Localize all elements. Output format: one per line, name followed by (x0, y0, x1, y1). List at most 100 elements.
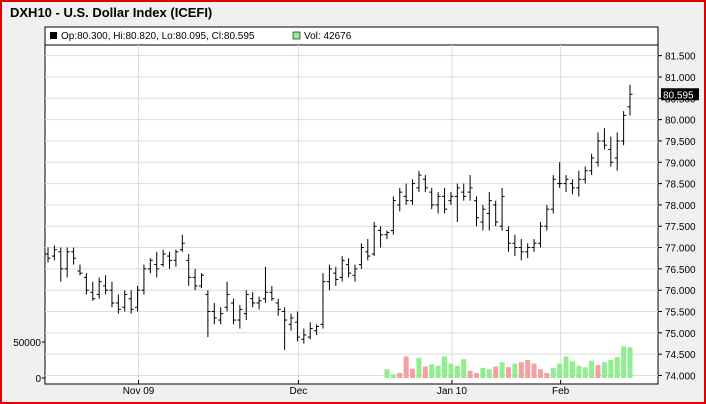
ohlc-bar (211, 302, 217, 325)
price-tick-label: 76.000 (665, 286, 696, 297)
volume-bar (429, 364, 435, 378)
ohlc-bar (147, 258, 153, 274)
price-tick-label: 77.500 (665, 222, 696, 233)
ohlc-bar (499, 187, 505, 231)
ohlc-bar (627, 84, 633, 116)
ohlc-bar (282, 307, 288, 350)
volume-bar (601, 362, 607, 378)
ohlc-bar (435, 192, 441, 214)
volume-legend-text: Vol: 42676 (304, 31, 352, 42)
volume-bar (531, 363, 537, 378)
ohlc-bar (115, 294, 121, 314)
ohlc-bar (576, 170, 582, 197)
ohlc-bar (275, 298, 281, 316)
volume-bar (576, 365, 582, 378)
ohlc-bar (71, 247, 77, 265)
ohlc-bar (621, 111, 627, 146)
ohlc-bar (160, 249, 166, 267)
ohlc-bar (294, 311, 300, 342)
ohlc-bar (90, 281, 96, 301)
volume-bar (537, 369, 543, 378)
ohlc-bar (262, 266, 268, 303)
price-tick-label: 79.500 (665, 137, 696, 148)
ohlc-bar (326, 264, 332, 291)
ohlc-bar (461, 183, 467, 201)
ohlc-bar (307, 322, 313, 340)
volume-bar (621, 346, 627, 378)
volume-bar (582, 367, 588, 378)
ohlc-bar (186, 253, 192, 286)
volume-bar (454, 365, 460, 378)
ohlc-bar (167, 251, 173, 269)
price-tick-label: 74.500 (665, 350, 696, 361)
ohlc-bar (224, 281, 230, 312)
volume-bar (493, 366, 499, 378)
volume-bar (557, 363, 563, 378)
volume-bar (480, 367, 486, 378)
ohlc-bar (103, 275, 109, 295)
ohlc-bar (288, 313, 294, 331)
ohlc-bar (505, 226, 511, 252)
ohlc-bar (346, 258, 352, 278)
price-tick-label: 80.000 (665, 116, 696, 127)
ohlc-bar (205, 290, 211, 338)
ohlc-bar (442, 187, 448, 214)
current-price-tag: 80.595 (661, 88, 699, 101)
volume-bar (614, 357, 620, 378)
ohlc-bar (154, 251, 160, 278)
current-price-label: 80.595 (663, 90, 694, 101)
volume-bar (397, 372, 403, 378)
volume-bar (442, 356, 448, 378)
volume-bar (518, 362, 524, 378)
ohlc-bar (518, 239, 524, 261)
ohlc-bar (480, 204, 486, 231)
chart-title: DXH10 - U.S. Dollar Index (ICEFI) (10, 5, 213, 20)
volume-bar (416, 357, 422, 378)
volume-bar (589, 360, 595, 378)
ohlc-bar (230, 298, 236, 325)
ohlc-bar (397, 187, 403, 212)
ohlc-bar (390, 196, 396, 235)
ohlc-bar (403, 183, 409, 205)
ohlc-bar (333, 266, 339, 286)
ohlc-bar (237, 305, 243, 329)
ohlc-bar (64, 247, 70, 278)
price-tick-label: 76.500 (665, 265, 696, 276)
volume-bar (461, 359, 467, 378)
ohlc-bar (320, 273, 326, 329)
ohlc-bar (128, 290, 134, 314)
ohlc-bar (269, 285, 275, 301)
date-axis: Nov 09 Dec Jan 10 Feb (123, 380, 570, 397)
price-legend-text: Op:80.300, Hi:80.820, Lo:80.095, Cl:80.5… (61, 31, 255, 42)
price-axis: 81.50081.00080.50080.00079.50079.00078.5… (658, 52, 696, 382)
volume-bar (422, 366, 428, 378)
date-tick-label: Feb (552, 386, 570, 397)
price-legend-marker (50, 32, 57, 39)
ohlc-bar (384, 230, 390, 240)
ohlc-bar (429, 187, 435, 210)
ohlc-bar (218, 307, 224, 325)
ohlc-bar (531, 239, 537, 252)
volume-bar (563, 356, 569, 378)
price-tick-label: 74.000 (665, 371, 696, 382)
volume-axis: 50000 0 (13, 338, 45, 385)
ohlc-bar (550, 175, 556, 214)
price-tick-label: 75.500 (665, 308, 696, 319)
ohlc-bar (467, 175, 473, 201)
volume-bar (512, 363, 518, 378)
ohlc-bar (493, 200, 499, 227)
ohlc-bar (448, 192, 454, 205)
ohlc-bar (378, 226, 384, 248)
ohlc-bar (51, 245, 57, 261)
ohlc-bar (544, 204, 550, 231)
volume-bar (595, 365, 601, 378)
ohlc-bar (557, 162, 563, 188)
ohlc-bar (58, 247, 64, 282)
date-tick-label: Nov 09 (123, 386, 155, 397)
ohlc-bar (198, 273, 204, 289)
ohlc-bar (243, 290, 249, 321)
ohlc-bar (135, 285, 141, 312)
ohlc-bar (256, 296, 262, 310)
volume-bar (486, 369, 492, 378)
